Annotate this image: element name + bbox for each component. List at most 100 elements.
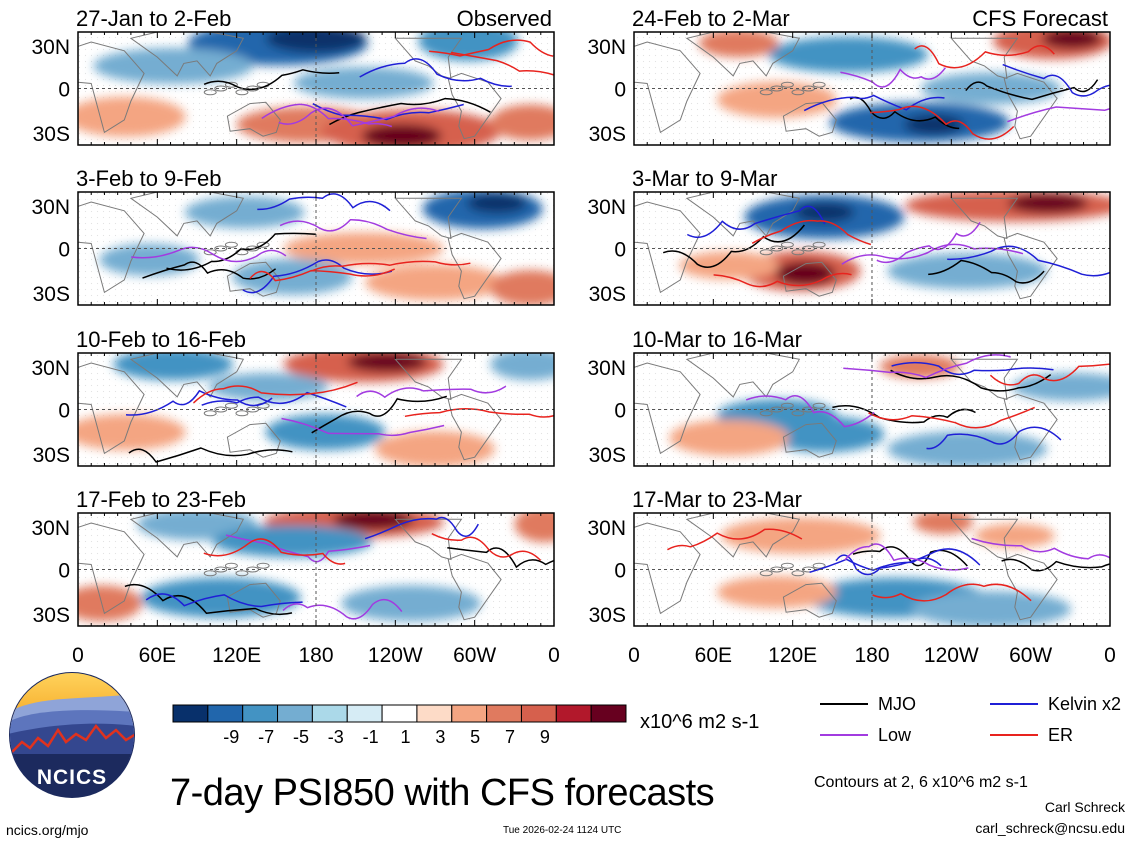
island [759,89,773,96]
colorbar-swatch [520,704,557,723]
panel-title: 10-Mar to 16-Mar [632,327,802,352]
psi-anomaly-blob [184,196,305,229]
contour-low [281,417,445,437]
colorbar-tick-label: -7 [258,727,274,747]
colorbar-swatch [486,704,522,723]
island [214,406,228,413]
island [203,410,217,417]
psi-anomaly-blob [490,104,554,141]
x-tick-label: 120W [924,644,979,667]
psi-anomaly-blob [375,431,495,466]
psi-anomaly-blob [113,353,234,381]
coastlines [634,192,1058,300]
coastline-segment [447,232,502,300]
colorbar-tick-label: -5 [293,727,309,747]
coastline-segment [394,518,463,561]
x-tick-label: 60W [453,644,496,667]
contour-kelvin-x2 [242,259,393,294]
coastline-segment [78,201,145,294]
contour-low [876,221,981,264]
island [780,402,794,409]
y-tick-label: 0 [58,79,70,102]
panel-title: 27-Jan to 2-Feb [76,6,231,31]
colorbar-swatch [381,704,418,723]
panel-title: 3-Feb to 9-Feb [76,166,222,191]
island [780,562,794,569]
contour-low [745,395,875,428]
panel-title: 17-Mar to 23-Mar [632,487,802,512]
contour-kelvin-x2 [686,205,826,238]
island [780,241,794,248]
psi-anomaly-blob [293,66,434,99]
psi-anomaly-blob [913,513,974,535]
legend: MJO Kelvin x2 Low ER [820,694,1121,745]
panel-4: 24-Feb to 2-Mar CFS Forecast 30N 0 30S [587,6,1111,146]
psi-field [78,192,554,305]
psi-anomaly-blob [911,591,1071,626]
y-tick-label: 30N [587,196,626,219]
psi-anomaly-blob [1008,193,1089,214]
colorbar-tick-label: 5 [470,727,480,747]
y-tick-label: 30S [589,444,626,467]
contour-er [872,583,1032,602]
psi-anomaly-blob [1041,32,1102,49]
y-tick-label: 30S [33,604,70,627]
contour-low [971,537,1110,560]
contour-mjo [928,259,1045,284]
contour-mjo [128,447,293,463]
psi-field [634,353,1110,466]
coastline-segment [1003,553,1058,621]
psi-anomaly-blob [361,123,442,145]
legend-label: MJO [878,694,916,714]
panel-5: 3-Mar to 9-Mar 30N 0 30S [587,166,1111,306]
psi-anomaly-blob [720,517,881,554]
contour-kelvin-x2 [926,426,1062,450]
y-tick-label: 0 [614,79,626,102]
island [770,85,784,92]
coastline-segment [685,192,801,237]
island [791,410,805,417]
contour-kelvin-x2 [201,391,347,408]
contour-er [429,39,554,57]
colorbar-tick-label: 1 [400,727,410,747]
colorbar-swatch [451,704,488,723]
contour-er [203,538,346,565]
x-tick-label: 60E [139,644,176,667]
site-link[interactable]: ncics.org/mjo [6,822,89,838]
coastline-segment [685,513,801,558]
contour-low [131,246,287,263]
contour-kelvin-x2 [803,94,945,112]
contour-kelvin-x2 [1002,63,1110,97]
island [203,249,217,256]
panel-7: 17-Mar to 23-Mar 30N 0 30S [587,487,1111,627]
contour-er [868,406,1036,429]
coastline-segment [634,362,701,455]
contour-kelvin-x2 [835,548,981,576]
coastline-segment [447,393,502,461]
island [224,241,238,248]
island [812,562,826,569]
y-tick-label: 0 [58,560,70,583]
coastline-segment [782,261,837,297]
main-title: 7-day PSI850 with CFS forecasts [170,772,715,814]
coastline-segment [634,41,701,134]
coastline-segment [782,101,837,137]
psi-anomaly-blob [903,114,964,135]
panel-6: 10-Mar to 16-Mar 30N 0 30S [587,327,1111,467]
island [256,562,270,569]
y-tick-label: 30N [587,36,626,59]
y-tick-label: 30S [33,444,70,467]
x-tick-label: 0 [72,644,84,667]
psi-anomaly-blob [514,513,554,543]
coastline-segment [634,522,701,615]
coastlines [634,513,1058,621]
contour-low [1007,106,1110,123]
psi-anomaly-blob [347,353,428,373]
contour-low [279,219,427,240]
colorbar-tick-label: 9 [540,727,550,747]
psi-anomaly-blob [93,47,254,84]
contour-kelvin-x2 [359,58,512,88]
y-tick-label: 30S [33,123,70,146]
psi-anomaly-blob [78,585,142,622]
